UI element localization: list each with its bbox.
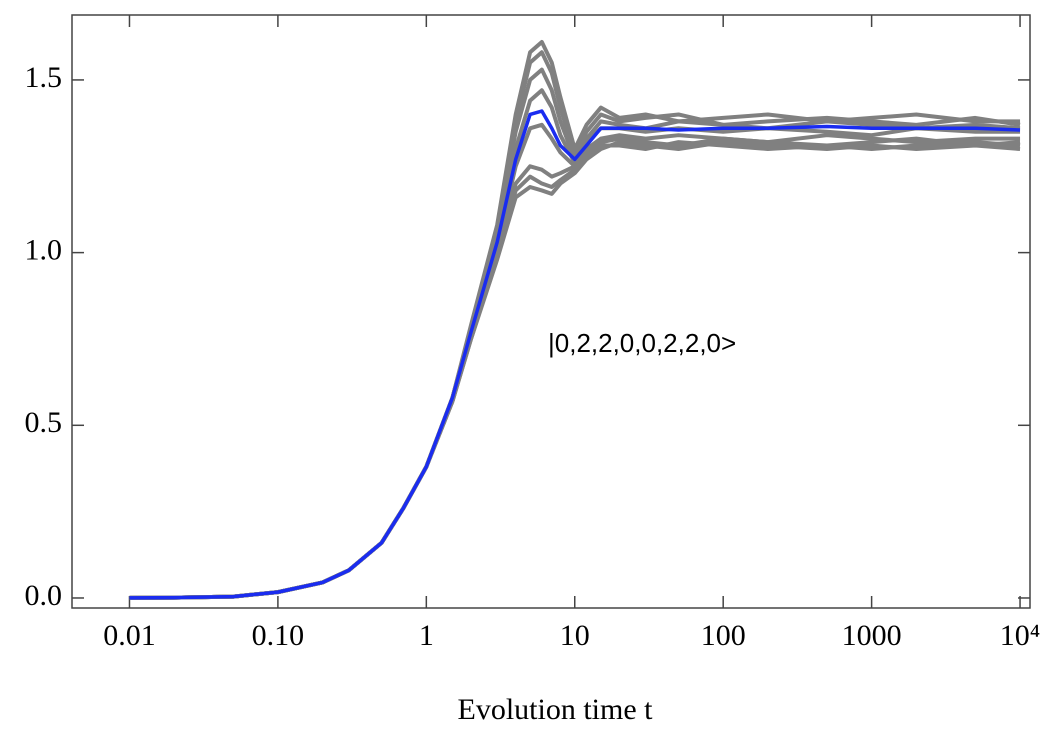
x-tick-label: 0.10 (252, 619, 305, 652)
x-tick-label: 100 (701, 619, 746, 652)
annotation: |0,2,2,0,0,2,2,0> (548, 328, 736, 358)
y-tick-label: 0.0 (25, 579, 63, 612)
x-tick-label: 0.01 (103, 619, 156, 652)
series-line (129, 136, 1021, 600)
plot-frame (71, 14, 1031, 609)
x-tick-label: 10⁴ (1000, 619, 1040, 652)
y-tick-label: 1.5 (25, 61, 63, 94)
x-tick-label: 1000 (842, 619, 902, 652)
series-line (129, 140, 1021, 600)
y-tick-label: 0.5 (25, 406, 63, 439)
series-line (129, 109, 1021, 600)
x-tick-label: 1 (419, 619, 434, 652)
x-axis-label: Evolution time t (458, 693, 654, 726)
series-line (129, 140, 1021, 600)
x-tick-label: 10 (560, 619, 590, 652)
y-tick-label: 1.0 (25, 234, 63, 267)
series-line (129, 122, 1021, 600)
